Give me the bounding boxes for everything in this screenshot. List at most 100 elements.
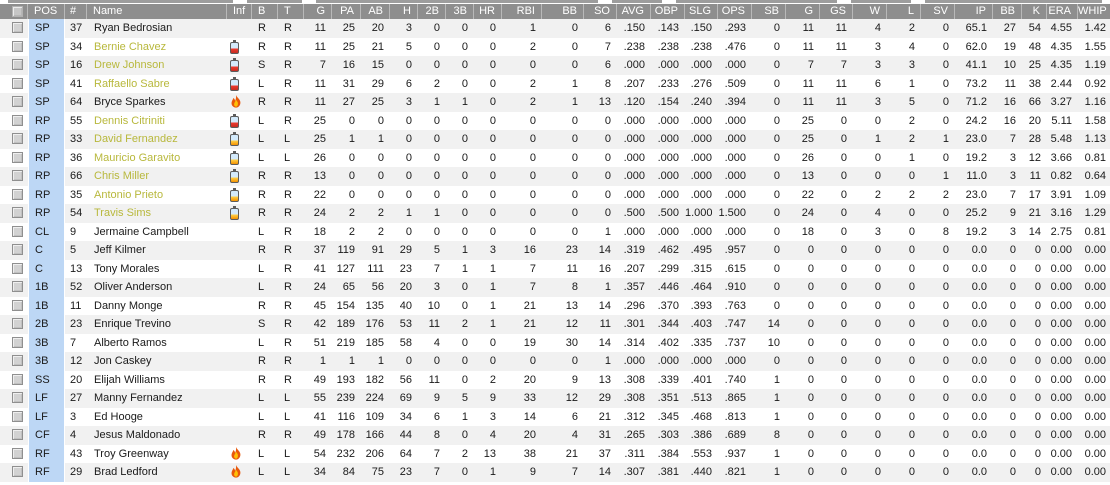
player-name-link[interactable]: David Fernandez bbox=[94, 133, 178, 145]
row-select-cell[interactable] bbox=[0, 352, 28, 371]
player-row[interactable]: RF 43 Troy Greenway L L 54 232 206 64 7 2 13 38 21 37.… bbox=[0, 444, 1110, 464]
row-select-cell[interactable] bbox=[0, 371, 28, 390]
column-header-sb[interactable]: SB bbox=[752, 4, 786, 19]
player-name-link[interactable]: Jesus Maldonado bbox=[94, 429, 181, 441]
column-header-gs[interactable]: GS bbox=[820, 4, 853, 19]
row-select-cell[interactable] bbox=[0, 334, 28, 353]
player-row[interactable]: LF 3 Ed Hooge L L 41 116 109 34 6 1 3 14 6 21 .312 .345.… bbox=[0, 407, 1110, 427]
player-name-link[interactable]: Alberto Ramos bbox=[94, 336, 167, 349]
row-select-cell[interactable] bbox=[0, 223, 28, 242]
player-row[interactable]: SP 37 Ryan Bedrosian R R 11 25 20 3 0 0 0 1 0 6.150.14… bbox=[0, 19, 1110, 38]
column-header-obp[interactable]: OBP bbox=[651, 4, 685, 19]
player-name-link[interactable]: Elijah Williams bbox=[94, 373, 165, 386]
column-header-ops[interactable]: OPS bbox=[718, 4, 752, 19]
row-checkbox[interactable] bbox=[12, 59, 23, 70]
select-all-cell[interactable] bbox=[0, 4, 28, 19]
player-row[interactable]: SP 41 Raffaello Sabre L R 11 31 29 6 2 0 0 2 1 8 .207 .2… bbox=[0, 74, 1110, 94]
player-row[interactable]: SS 20 Elijah Williams R R 49 193 182 56 11 0 2 20 9 13… bbox=[0, 370, 1110, 390]
row-checkbox[interactable] bbox=[12, 22, 23, 33]
row-checkbox[interactable] bbox=[12, 170, 23, 181]
column-header-k[interactable]: K bbox=[1022, 4, 1047, 19]
column-header-ip[interactable]: IP bbox=[955, 4, 993, 19]
column-header-l[interactable]: L bbox=[887, 4, 921, 19]
column-header-ab[interactable]: AB bbox=[361, 4, 390, 19]
row-checkbox[interactable] bbox=[12, 40, 23, 52]
column-header-so[interactable]: SO bbox=[584, 4, 617, 19]
column-header-g2[interactable]: G bbox=[786, 4, 820, 19]
player-name-link[interactable]: Chris Miller bbox=[94, 170, 149, 182]
row-checkbox[interactable] bbox=[12, 355, 23, 366]
player-row[interactable]: 3B 7 Alberto Ramos L R 51 219 185 58 4 0 0 19 30 14 .31… bbox=[0, 333, 1110, 353]
player-row[interactable]: RF 29 Brad Ledford L L 34 84 75 23 7 0 1 9 7 14 .307 .38… bbox=[0, 463, 1110, 482]
row-select-cell[interactable] bbox=[0, 278, 28, 297]
row-select-cell[interactable] bbox=[0, 56, 28, 75]
row-select-cell[interactable] bbox=[0, 315, 28, 334]
player-name-link[interactable]: Jeff Kilmer bbox=[94, 244, 146, 256]
row-select-cell[interactable] bbox=[0, 149, 28, 168]
row-select-cell[interactable] bbox=[0, 260, 28, 279]
column-header-h[interactable]: H bbox=[390, 4, 418, 19]
row-checkbox[interactable] bbox=[12, 281, 23, 292]
row-checkbox[interactable] bbox=[12, 225, 23, 237]
player-row[interactable]: C 5 Jeff Kilmer R R 37 119 91 29 5 1 3 16 23 14.319.46… bbox=[0, 241, 1110, 260]
player-name-link[interactable]: Tony Morales bbox=[94, 262, 160, 275]
row-checkbox[interactable] bbox=[12, 466, 23, 477]
row-select-cell[interactable] bbox=[0, 408, 28, 427]
player-row[interactable]: RP 33 David Fernandez L L 25 1 1 0 0 0 0 0 0 0 .000 .000… bbox=[0, 130, 1110, 149]
row-select-cell[interactable] bbox=[0, 297, 28, 316]
column-header-w[interactable]: W bbox=[853, 4, 887, 19]
player-name-link[interactable]: Oliver Anderson bbox=[94, 281, 173, 293]
player-name-link[interactable]: Raffaello Sabre bbox=[94, 77, 170, 90]
row-select-cell[interactable] bbox=[0, 130, 28, 149]
row-select-cell[interactable] bbox=[0, 75, 28, 94]
column-header-b3[interactable]: 3B bbox=[446, 4, 474, 19]
player-name-link[interactable]: Antonio Prieto bbox=[94, 188, 164, 201]
player-row[interactable]: RP 35 Antonio Prieto R R 22 0 0 0 0 0 0 0 0 0.000.000.… bbox=[0, 185, 1110, 205]
column-header-g[interactable]: G bbox=[304, 4, 332, 19]
row-select-cell[interactable] bbox=[0, 463, 28, 482]
row-select-cell[interactable] bbox=[0, 93, 28, 112]
column-header-b[interactable]: B bbox=[252, 4, 278, 19]
player-name-link[interactable]: Jon Caskey bbox=[94, 355, 152, 367]
row-checkbox[interactable] bbox=[12, 299, 23, 311]
row-select-cell[interactable] bbox=[0, 445, 28, 464]
row-checkbox[interactable] bbox=[12, 77, 23, 89]
row-checkbox[interactable] bbox=[12, 392, 23, 403]
player-row[interactable]: RP 66 Chris Miller R R 13 0 0 0 0 0 0 0 0 0.000.000.00… bbox=[0, 167, 1110, 186]
player-name-link[interactable]: Jermaine Campbell bbox=[94, 225, 189, 238]
row-select-cell[interactable] bbox=[0, 426, 28, 445]
column-header-t[interactable]: T bbox=[278, 4, 304, 19]
column-header-slg[interactable]: SLG bbox=[685, 4, 718, 19]
row-checkbox[interactable] bbox=[12, 410, 23, 422]
column-header-hr[interactable]: HR bbox=[474, 4, 502, 19]
row-checkbox[interactable] bbox=[12, 207, 23, 218]
player-name-link[interactable]: Troy Greenway bbox=[94, 447, 169, 460]
row-checkbox[interactable] bbox=[12, 373, 23, 385]
row-checkbox[interactable] bbox=[12, 96, 23, 107]
row-checkbox[interactable] bbox=[12, 244, 23, 255]
row-select-cell[interactable] bbox=[0, 186, 28, 205]
row-checkbox[interactable] bbox=[12, 151, 23, 163]
player-row[interactable]: RP 36 Mauricio Garavito L L 26 0 0 0 0 0 0 0 0 0 .000 .0… bbox=[0, 148, 1110, 168]
row-checkbox[interactable] bbox=[12, 429, 23, 440]
player-name-link[interactable]: Mauricio Garavito bbox=[94, 151, 181, 164]
column-header-sv[interactable]: SV bbox=[921, 4, 955, 19]
player-row[interactable]: 1B 11 Danny Monge R R 45 154 135 40 10 0 1 21 13 14 .29… bbox=[0, 296, 1110, 316]
player-name-link[interactable]: Bernie Chavez bbox=[94, 40, 167, 53]
column-header-num[interactable]: # bbox=[65, 4, 87, 19]
player-row[interactable]: SP 16 Drew Johnson S R 7 16 15 0 0 0 0 0 0 6 .000 .000 .0… bbox=[0, 56, 1110, 75]
row-checkbox[interactable] bbox=[12, 262, 23, 274]
row-checkbox[interactable] bbox=[12, 447, 23, 459]
player-name-link[interactable]: Enrique Trevino bbox=[94, 318, 172, 330]
player-row[interactable]: LF 27 Manny Fernandez L L 55 239 224 69 9 5 9 33 12 29… bbox=[0, 389, 1110, 408]
column-header-name[interactable]: Name bbox=[87, 4, 227, 19]
column-header-avg[interactable]: AVG bbox=[617, 4, 651, 19]
player-name-link[interactable]: Brad Ledford bbox=[94, 466, 158, 478]
player-row[interactable]: CL 9 Jermaine Campbell L R 18 2 2 0 0 0 0 0 0 1 .000 .00… bbox=[0, 222, 1110, 242]
player-row[interactable]: RP 54 Travis Sims R R 24 2 2 1 1 0 0 0 0 0.500.500 1.00… bbox=[0, 204, 1110, 223]
row-select-cell[interactable] bbox=[0, 19, 28, 38]
row-select-cell[interactable] bbox=[0, 167, 28, 186]
player-name-link[interactable]: Drew Johnson bbox=[94, 59, 165, 71]
player-row[interactable]: CF 4 Jesus Maldonado R R 49 178 166 44 8 0 4 20 4 31 .2… bbox=[0, 426, 1110, 445]
column-header-whip[interactable]: WHIP bbox=[1078, 5, 1107, 17]
